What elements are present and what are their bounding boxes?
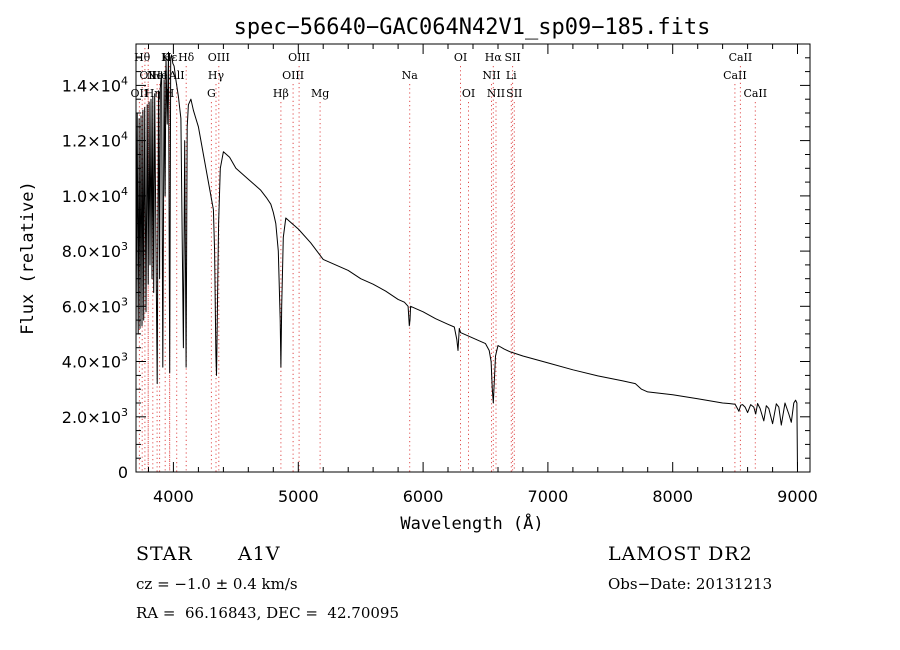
spectrum-line (135, 51, 798, 473)
marker-label-29: CaII (723, 69, 747, 82)
marker-label-30: CaII (729, 51, 753, 64)
x-tick-label: 6000 (403, 487, 444, 506)
marker-label-21: OI (454, 51, 467, 64)
object-class: STAR (136, 543, 193, 565)
marker-label-10: Hε (162, 51, 178, 64)
x-axis-ticks: 4000 5000 6000 7000 8000 9000 (148, 44, 818, 506)
marker-label-15: OIII (208, 51, 230, 64)
marker-label-8: K (161, 51, 170, 64)
x-tick-label: 7000 (528, 487, 569, 506)
y-tick-label: 1.4×104 (62, 74, 128, 95)
x-tick-label: 8000 (652, 487, 693, 506)
marker-label-0: OII (131, 87, 149, 100)
marker-label-6: NeI (147, 69, 167, 82)
marker-label-31: CaII (743, 87, 767, 100)
marker-label-4: OII (139, 69, 157, 82)
marker-label-26: Li (506, 69, 517, 82)
x-tick-label: 4000 (153, 487, 194, 506)
marker-label-16: Hβ (273, 87, 289, 100)
y-axis-label: Flux (relative) (18, 181, 38, 335)
marker-label-25: NII (487, 87, 505, 100)
marker-label-20: Na (402, 69, 419, 82)
marker-label-24: Hα (485, 51, 503, 64)
y-tick-label: 1.2×104 (62, 130, 128, 151)
plot-frame (135, 43, 811, 473)
marker-label-22: OI (462, 87, 475, 100)
marker-label-5: Hη (145, 87, 161, 100)
y-tick-label: 1.0×104 (62, 185, 128, 206)
marker-label-23: NII (482, 69, 500, 82)
marker-label-27: SII (504, 51, 520, 64)
spectral-line-markers (138, 48, 756, 472)
y-tick-label: 8.0×103 (62, 240, 128, 261)
marker-label-12: Hδ (178, 51, 195, 64)
observation-date: Obs−Date: 20131213 (608, 575, 773, 593)
survey-name: LAMOST DR2 (608, 543, 753, 565)
marker-label-13: G (207, 87, 216, 100)
chart-title: spec−56640−GAC064N42V1_sp09−185.fits (234, 15, 711, 40)
y-tick-label: 2.0×103 (62, 406, 128, 427)
x-tick-label: 9000 (777, 487, 818, 506)
coordinates: RA = 66.16843, DEC = 42.70095 (136, 604, 400, 622)
y-tick-label: 6.0×103 (62, 295, 128, 316)
marker-label-28: SII (506, 87, 522, 100)
marker-label-11: AlI (168, 69, 185, 82)
redshift-value: cz = −1.0 ± 0.4 km/s (136, 575, 298, 593)
y-tick-label: 4.0×103 (62, 351, 128, 372)
marker-label-18: OIII (288, 51, 310, 64)
marker-label-19: Mg (311, 87, 329, 100)
marker-label-7: He (152, 69, 168, 82)
spectral-line-labels: OIIHθOIIHηNeIHeKHHεAlIHδGHγOIIIHβOIIIOII… (131, 51, 768, 100)
y-tick-label: 0 (118, 463, 128, 482)
x-axis-label: Wavelength (Å) (400, 512, 543, 534)
object-subclass: A1V (238, 543, 281, 565)
x-tick-label: 5000 (278, 487, 319, 506)
marker-label-1: Hθ (134, 51, 151, 64)
y-axis-ticks: 0 2.0×103 4.0×103 6.0×103 8.0×103 1.0×104 1.2×… (62, 57, 810, 482)
marker-label-14: Hγ (208, 69, 225, 82)
marker-label-9: H (165, 87, 175, 100)
marker-label-17: OIII (282, 69, 304, 82)
